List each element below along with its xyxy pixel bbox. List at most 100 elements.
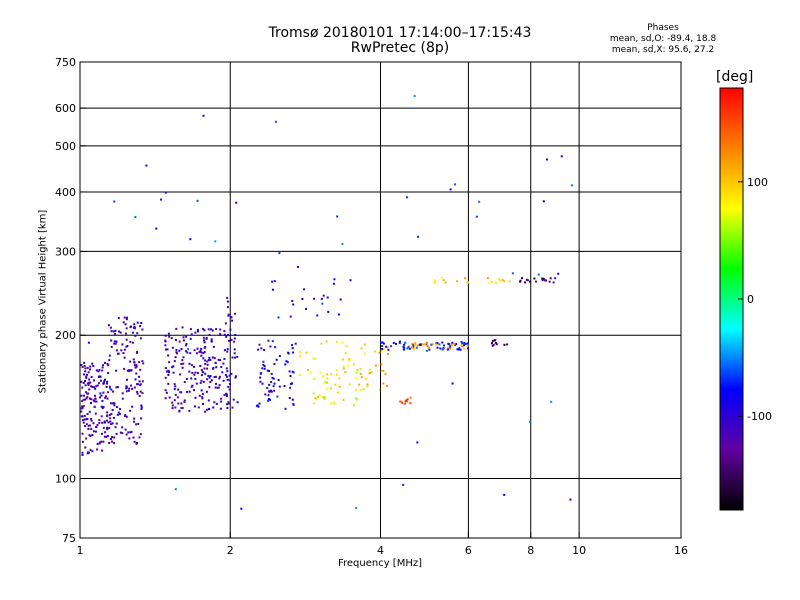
data-point: [321, 302, 324, 305]
data-point: [453, 342, 456, 345]
data-point: [262, 363, 265, 366]
data-point: [98, 369, 101, 372]
data-point: [356, 398, 358, 401]
data-point: [363, 343, 366, 346]
data-point: [356, 368, 359, 371]
data-point: [115, 386, 118, 389]
data-point: [122, 321, 125, 324]
data-point: [123, 356, 126, 359]
data-point: [89, 365, 92, 368]
data-point: [175, 339, 177, 341]
data-point: [98, 421, 101, 424]
data-point: [384, 373, 387, 376]
data-point: [81, 454, 84, 456]
data-point: [370, 371, 373, 374]
data-point: [267, 399, 270, 402]
data-point: [84, 398, 86, 401]
data-point: [107, 372, 110, 374]
data-point: [205, 337, 208, 340]
data-point: [218, 377, 221, 380]
data-point: [409, 402, 412, 405]
data-point: [136, 332, 139, 335]
data-point: [103, 421, 106, 424]
data-point: [292, 351, 294, 354]
data-point: [202, 114, 205, 117]
data-point: [353, 404, 355, 407]
data-point: [430, 343, 433, 346]
data-point: [81, 400, 84, 403]
data-point: [321, 375, 324, 378]
data-point: [202, 380, 205, 383]
data-point: [292, 403, 295, 406]
data-point: [325, 381, 328, 384]
data-point: [428, 348, 431, 351]
data-point: [259, 380, 262, 383]
data-point: [264, 393, 267, 396]
data-point: [117, 352, 120, 355]
data-point: [189, 352, 192, 355]
data-point: [206, 363, 209, 366]
chart-title: Tromsø 20180101 17:14:00–17:15:43: [268, 25, 532, 41]
data-point: [98, 419, 101, 422]
data-point: [168, 335, 171, 338]
data-point: [183, 400, 186, 403]
data-point: [112, 390, 114, 393]
data-point: [330, 402, 332, 405]
data-point: [87, 451, 89, 454]
data-point: [177, 388, 180, 391]
data-point: [374, 364, 377, 367]
data-point: [341, 243, 344, 246]
data-point: [103, 379, 106, 382]
data-point: [193, 349, 196, 352]
data-point: [195, 382, 198, 385]
data-point: [124, 323, 127, 326]
data-point: [80, 364, 83, 366]
data-point: [106, 397, 109, 400]
data-point: [542, 200, 545, 203]
data-point: [215, 382, 217, 385]
data-point: [560, 155, 563, 158]
data-point: [224, 322, 227, 325]
data-point: [548, 280, 551, 283]
data-point: [177, 402, 180, 405]
data-point: [114, 329, 117, 332]
data-point: [204, 410, 207, 413]
data-point: [141, 380, 144, 383]
data-point: [305, 351, 308, 354]
data-point: [344, 371, 347, 373]
data-point: [436, 342, 439, 345]
data-point: [283, 385, 286, 387]
data-point: [392, 341, 395, 344]
data-point: [187, 348, 190, 351]
data-point: [313, 357, 316, 360]
data-point: [193, 373, 196, 376]
chart-subtitle: RwPretec (8p): [350, 40, 450, 56]
data-point: [80, 407, 83, 410]
phase-stats-o: mean, sd,O: -89.4, 18.8: [609, 34, 717, 44]
data-point: [402, 345, 405, 348]
data-point: [355, 507, 358, 510]
data-point: [495, 343, 498, 346]
data-point: [141, 360, 144, 363]
data-point: [185, 350, 188, 353]
data-point: [113, 200, 116, 203]
data-point: [215, 328, 218, 331]
data-point: [91, 434, 94, 437]
data-point: [408, 347, 411, 350]
data-point: [183, 381, 186, 383]
colorbar-unit: [deg]: [716, 69, 754, 85]
data-point: [167, 332, 170, 335]
x-axis-label: Frequency [MHz]: [337, 558, 423, 569]
data-point: [194, 405, 196, 408]
y-tick-label: 300: [55, 245, 76, 258]
data-point: [90, 418, 93, 420]
data-point: [168, 361, 171, 364]
data-point: [105, 435, 108, 438]
data-point: [355, 389, 358, 391]
data-point: [100, 415, 103, 418]
data-point: [301, 298, 304, 300]
data-point: [90, 427, 93, 430]
data-point: [335, 340, 338, 343]
data-point: [535, 280, 537, 283]
data-point: [200, 347, 203, 350]
